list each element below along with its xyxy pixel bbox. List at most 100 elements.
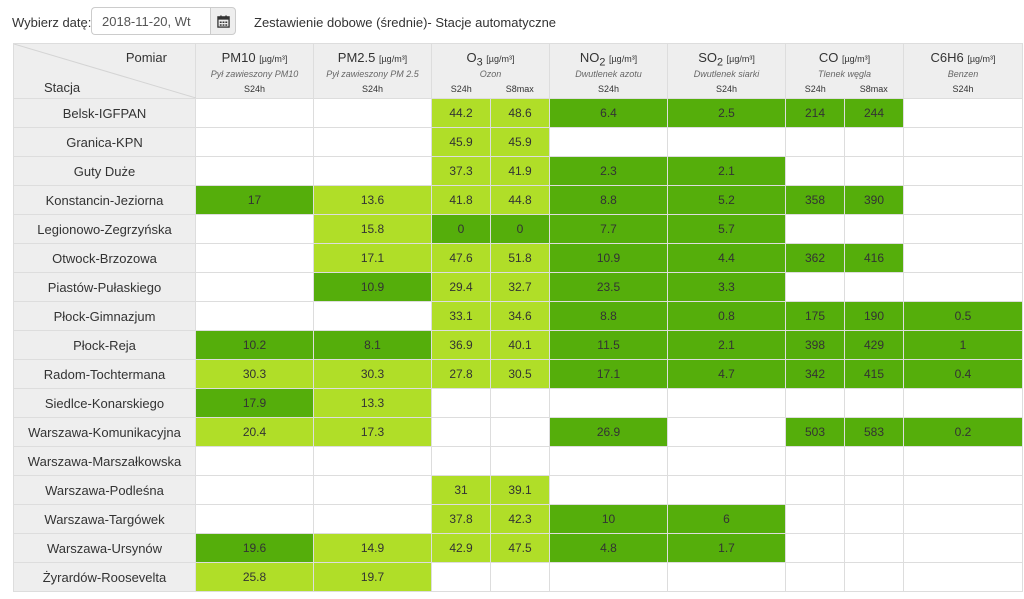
value-cell: 190 — [844, 301, 905, 331]
table-row: Warszawa-Targówek 37.8 42.3 10 6 — [13, 504, 1024, 534]
value-cell — [903, 127, 1024, 157]
value-cell: 6.4 — [549, 98, 669, 128]
station-name-cell[interactable]: Warszawa-Marszałkowska — [13, 446, 196, 476]
date-label: Wybierz datę: — [12, 15, 92, 30]
value-cell: 31 — [431, 475, 491, 505]
value-cell — [903, 446, 1024, 476]
value-cell: 15.8 — [313, 214, 432, 244]
value-cell: 8.8 — [549, 301, 669, 331]
value-cell: 37.8 — [431, 504, 491, 534]
station-name-cell[interactable]: Warszawa-Ursynów — [13, 533, 196, 563]
table-row: Siedlce-Konarskiego 17.9 13.3 — [13, 388, 1024, 418]
value-cell: 3.3 — [667, 272, 787, 302]
table-row: Konstancin-Jeziorna 17 13.6 41.8 44.8 8.8 5.2 3… — [13, 185, 1024, 215]
value-cell: 8.1 — [313, 330, 432, 360]
pollutant-header-pm10[interactable]: PM10 [µg/m³] Pył zawieszony PM10 S24h — [195, 43, 314, 99]
table-row: Granica-KPN 45.9 45.9 — [13, 127, 1024, 157]
value-cell: 358 — [785, 185, 846, 215]
value-cell — [313, 475, 432, 505]
station-name-cell[interactable]: Konstancin-Jeziorna — [13, 185, 196, 215]
station-name-cell[interactable]: Belsk-IGFPAN — [13, 98, 196, 128]
pollutant-header-c6h6[interactable]: C6H6 [µg/m³] Benzen S24h — [903, 43, 1024, 99]
value-cell — [667, 475, 787, 505]
value-cell: 41.9 — [489, 156, 551, 186]
pollutant-header-so2[interactable]: SO2 [µg/m³] Dwutlenek siarki S24h — [667, 43, 787, 99]
value-cell: 19.6 — [195, 533, 314, 563]
value-cell — [195, 98, 314, 128]
value-cell — [313, 156, 432, 186]
value-cell: 37.3 — [431, 156, 491, 186]
table-row: Piastów-Pułaskiego 10.9 29.4 32.7 23.5 3.3 — [13, 272, 1024, 302]
station-name-cell[interactable]: Żyrardów-Roosevelta — [13, 562, 196, 592]
pollutant-subscript: 2 — [716, 56, 724, 69]
calendar-icon — [216, 14, 230, 28]
pollutant-desc: Dwutlenek azotu — [575, 69, 642, 79]
station-name-cell[interactable]: Legionowo-Zegrzyńska — [13, 214, 196, 244]
value-cell: 6 — [667, 504, 787, 534]
value-cell: 2.1 — [667, 156, 787, 186]
pollutant-name: C6H6 — [930, 50, 964, 65]
value-cell: 4.8 — [549, 533, 669, 563]
value-type-label: S24h — [450, 84, 472, 94]
station-name-cell[interactable]: Radom-Tochtermana — [13, 359, 196, 389]
page-title: Zestawienie dobowe (średnie)- Stacje aut… — [254, 15, 557, 30]
station-name-cell[interactable]: Płock-Reja — [13, 330, 196, 360]
value-cell: 244 — [844, 98, 905, 128]
value-cell: 34.6 — [489, 301, 551, 331]
station-name-cell[interactable]: Guty Duże — [13, 156, 196, 186]
pollutant-desc: Tlenek węgla — [818, 69, 872, 79]
measurements-table: Pomiar Stacja PM10 [µg/m³] Pył zawieszon… — [13, 43, 1024, 592]
value-cell — [903, 243, 1024, 273]
table-row: Belsk-IGFPAN 44.2 48.6 6.4 2.5 214 244 — [13, 98, 1024, 128]
station-name-cell[interactable]: Warszawa-Komunikacyjna — [13, 417, 196, 447]
pollutant-header-no2[interactable]: NO2 [µg/m³] Dwutlenek azotu S24h — [549, 43, 669, 99]
value-cell — [844, 214, 905, 244]
station-name-cell[interactable]: Warszawa-Podleśna — [13, 475, 196, 505]
pollutant-subscript: 3 — [476, 56, 483, 69]
value-type-label: S24h — [952, 84, 974, 94]
value-cell — [844, 446, 905, 476]
value-cell: 17.1 — [313, 243, 432, 273]
value-cell — [785, 504, 846, 534]
table-row: Warszawa-Podleśna 31 39.1 — [13, 475, 1024, 505]
station-name-cell[interactable]: Otwock-Brzozowa — [13, 243, 196, 273]
pollutant-header-pm25[interactable]: PM2.5 [µg/m³] Pył zawieszony PM 2.5 S24h — [313, 43, 432, 99]
date-input[interactable] — [91, 7, 210, 35]
value-cell: 0.8 — [667, 301, 787, 331]
pollutant-unit: [µg/m³] — [967, 54, 996, 64]
value-cell — [549, 562, 669, 592]
value-cell: 13.3 — [313, 388, 432, 418]
station-name-cell[interactable]: Płock-Gimnazjum — [13, 301, 196, 331]
value-cell — [195, 301, 314, 331]
value-cell — [844, 127, 905, 157]
value-cell: 0 — [489, 214, 551, 244]
value-cell: 503 — [785, 417, 846, 447]
calendar-button[interactable] — [210, 7, 236, 35]
value-cell: 17 — [195, 185, 314, 215]
value-cell — [549, 388, 669, 418]
pollutant-subscript: 2 — [599, 56, 606, 69]
value-cell: 47.5 — [489, 533, 551, 563]
value-cell — [903, 475, 1024, 505]
station-name-cell[interactable]: Warszawa-Targówek — [13, 504, 196, 534]
station-name-cell[interactable]: Siedlce-Konarskiego — [13, 388, 196, 418]
pollutant-header-o3[interactable]: O3 [µg/m³] Ozon S24h S8max — [430, 43, 551, 99]
value-cell — [195, 272, 314, 302]
value-cell — [667, 417, 787, 447]
pollutant-name: CO — [818, 50, 839, 65]
value-cell: 7.7 — [549, 214, 669, 244]
corner-stacja-label: Stacja — [44, 80, 81, 95]
diagonal-divider — [14, 44, 196, 98]
table-corner-header: Pomiar Stacja — [13, 43, 196, 99]
pollutant-name: NO — [579, 50, 600, 65]
table-row: Płock-Gimnazjum 33.1 34.6 8.8 0.8 175 190 0.5 — [13, 301, 1024, 331]
value-cell: 415 — [844, 359, 905, 389]
value-cell — [313, 446, 432, 476]
pollutant-header-co[interactable]: CO [µg/m³] Tlenek węgla S24h S8max — [785, 43, 905, 99]
value-cell: 17.1 — [549, 359, 669, 389]
value-cell: 0 — [431, 214, 491, 244]
value-cell — [431, 388, 491, 418]
station-name-cell[interactable]: Piastów-Pułaskiego — [13, 272, 196, 302]
station-name-cell[interactable]: Granica-KPN — [13, 127, 196, 157]
value-cell: 1 — [903, 330, 1024, 360]
